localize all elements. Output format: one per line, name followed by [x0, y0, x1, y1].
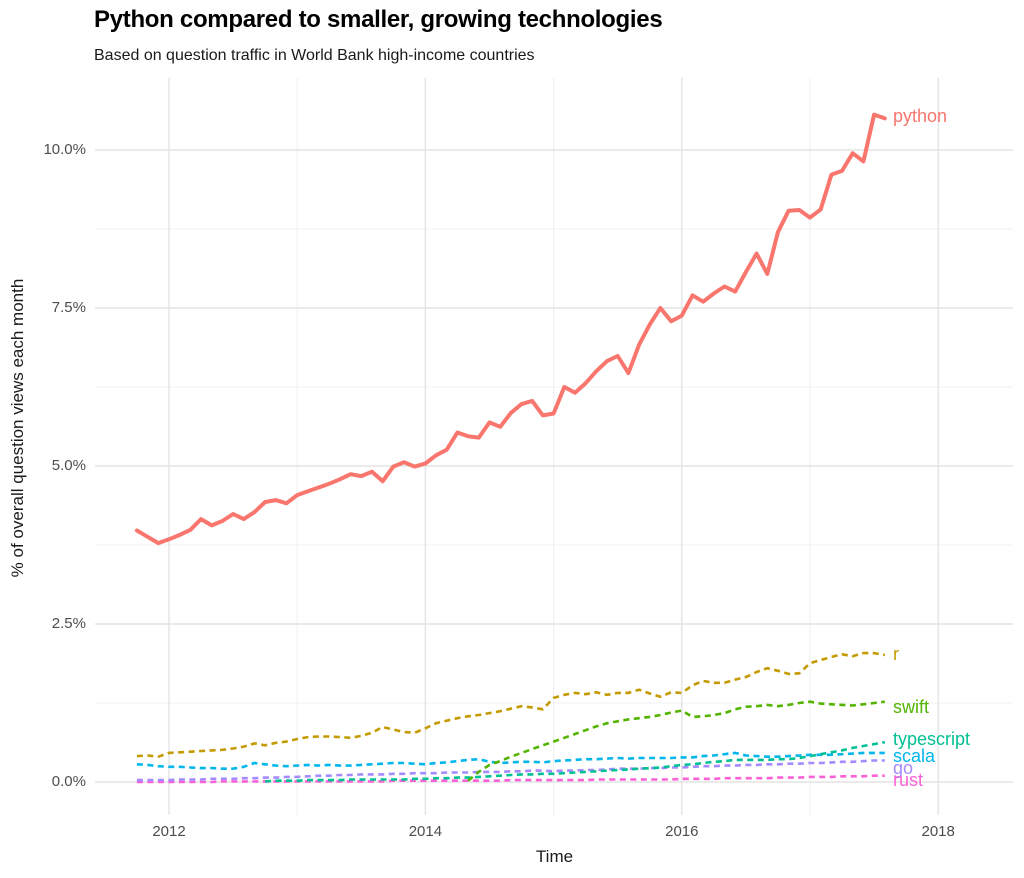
y-tick-label-10.0%: 10.0%	[43, 141, 86, 158]
series-line-swift	[467, 700, 885, 782]
y-tick-label-5.0%: 5.0%	[51, 457, 86, 474]
series-line-go	[136, 759, 885, 782]
series-label-swift: swift	[893, 697, 929, 717]
series-label-python: python	[893, 106, 948, 126]
y-axis-title: % of overall question views each month	[8, 278, 27, 578]
series-line-rust	[136, 774, 885, 784]
x-axis-title: Time	[535, 847, 574, 866]
y-tick-label-0.0%: 0.0%	[51, 773, 86, 790]
series-label-go: go	[893, 758, 914, 778]
y-tick-label-2.5%: 2.5%	[51, 615, 86, 632]
series-label-typescript: typescript	[893, 729, 971, 749]
series-label-rust: rust	[893, 770, 924, 790]
y-tick-label-7.5%: 7.5%	[51, 299, 86, 316]
series-label-scala: scala	[893, 746, 936, 766]
x-tick-label-2016: 2016	[665, 823, 699, 840]
series-line-r	[136, 651, 886, 759]
series-line-typescript	[265, 740, 886, 783]
x-tick-label-2012: 2012	[152, 823, 186, 840]
series-line-python	[134, 112, 887, 546]
chart-subtitle: Based on question traffic in World Bank …	[94, 47, 535, 64]
series-label-r: r	[893, 644, 899, 664]
chart-title: Python compared to smaller, growing tech…	[94, 6, 663, 33]
x-tick-label-2014: 2014	[408, 823, 443, 840]
x-tick-label-2018: 2018	[921, 823, 955, 840]
